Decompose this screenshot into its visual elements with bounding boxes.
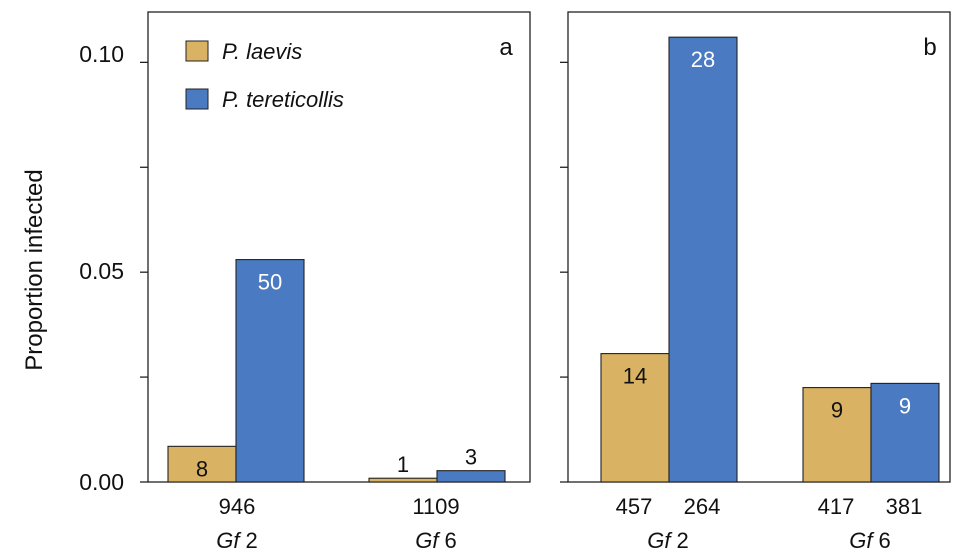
- n-label-b-1-0: 417: [818, 494, 855, 519]
- group-label-b-0: Gf 2: [647, 528, 688, 553]
- legend: P. laevis P. tereticollis: [185, 39, 344, 112]
- bar-count-label-b-0-tereticollis: 28: [691, 47, 715, 72]
- bar-b-1-tereticollis: [870, 382, 940, 483]
- panel-b-frame: [567, 11, 951, 483]
- legend-swatch-laevis: [185, 40, 209, 62]
- group-label-b-1: Gf 6: [849, 528, 890, 553]
- n-label-b-1-1: 381: [886, 494, 923, 519]
- bar-count-label-a-1-tereticollis: 3: [465, 445, 477, 470]
- y-tick-label-0: 0.00: [79, 469, 124, 495]
- n-label-b-0-1: 264: [684, 494, 721, 519]
- bar-a-0-tereticollis: [235, 259, 305, 483]
- bar-count-label-a-0-tereticollis: 50: [258, 270, 282, 295]
- group-label-a-1: Gf 6: [415, 528, 456, 553]
- bar-a-0-laevis: [167, 445, 237, 483]
- n-total-a-1: 1109: [412, 494, 459, 519]
- group-label-a-0: Gf 2: [216, 528, 257, 553]
- y-axis-label: Proportion infected: [21, 169, 48, 370]
- bar-a-1-tereticollis: [436, 470, 506, 483]
- legend-swatch-tereticollis: [185, 88, 209, 110]
- legend-label-laevis: P. laevis: [222, 39, 302, 64]
- y-tick-label-1: 0.05: [79, 258, 124, 284]
- y-tick-label-2: 0.10: [79, 41, 124, 67]
- n-total-a-0: 946: [219, 494, 256, 519]
- bar-b-1-laevis: [802, 387, 872, 483]
- bar-count-label-b-1-tereticollis: 9: [899, 393, 911, 418]
- bar-a-1-laevis: [368, 477, 438, 483]
- legend-label-tereticollis: P. tereticollis: [222, 87, 344, 112]
- panel-a-frame: [147, 11, 531, 483]
- panel-b-letter: b: [923, 34, 936, 61]
- n-label-b-0-0: 457: [616, 494, 653, 519]
- bar-count-label-a-1-laevis: 1: [397, 452, 409, 477]
- bar-count-label-a-0-laevis: 8: [196, 456, 208, 481]
- bar-count-label-b-0-laevis: 14: [623, 364, 647, 389]
- bar-count-label-b-1-laevis: 9: [831, 398, 843, 423]
- panel-a-letter: a: [499, 34, 513, 61]
- bar-b-0-tereticollis: [668, 36, 738, 483]
